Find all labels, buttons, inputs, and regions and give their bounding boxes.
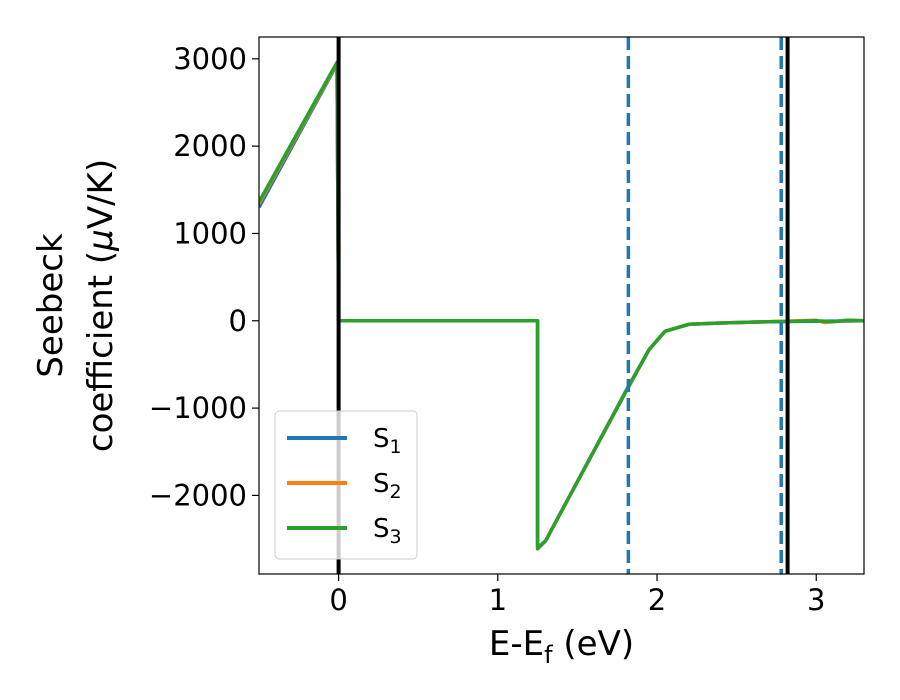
x-tick-label: 1: [489, 583, 507, 617]
y-tick-label: 0: [229, 304, 247, 338]
legend: S1 S2 S3: [274, 410, 418, 560]
x-tick-label: 2: [648, 583, 666, 617]
y-tick-label: 1000: [173, 216, 247, 250]
x-axis-title: E-Ef (eV): [489, 624, 634, 669]
series-line-3: [259, 60, 864, 551]
legend-label-2: S2: [373, 469, 402, 503]
y-tick-label: −2000: [149, 478, 247, 512]
series-layer: [259, 60, 864, 551]
legend-label-1: S1: [373, 424, 402, 458]
x-tick-label: 3: [807, 583, 825, 617]
y-tick-label: 3000: [173, 42, 247, 76]
x-tick-label: 0: [329, 583, 347, 617]
y-axis-title-line1: Seebeck: [31, 233, 71, 378]
y-tick-label: −1000: [149, 391, 247, 425]
legend-label-3: S3: [373, 514, 402, 548]
plot-frame: [258, 36, 865, 575]
y-axis-title-line2: coefficient (μV/K): [81, 159, 121, 452]
y-tick-label: 2000: [173, 129, 247, 163]
ticks-layer: 0 1 2 3 −2000 −1000 0 1000 2000 3000: [149, 42, 826, 617]
